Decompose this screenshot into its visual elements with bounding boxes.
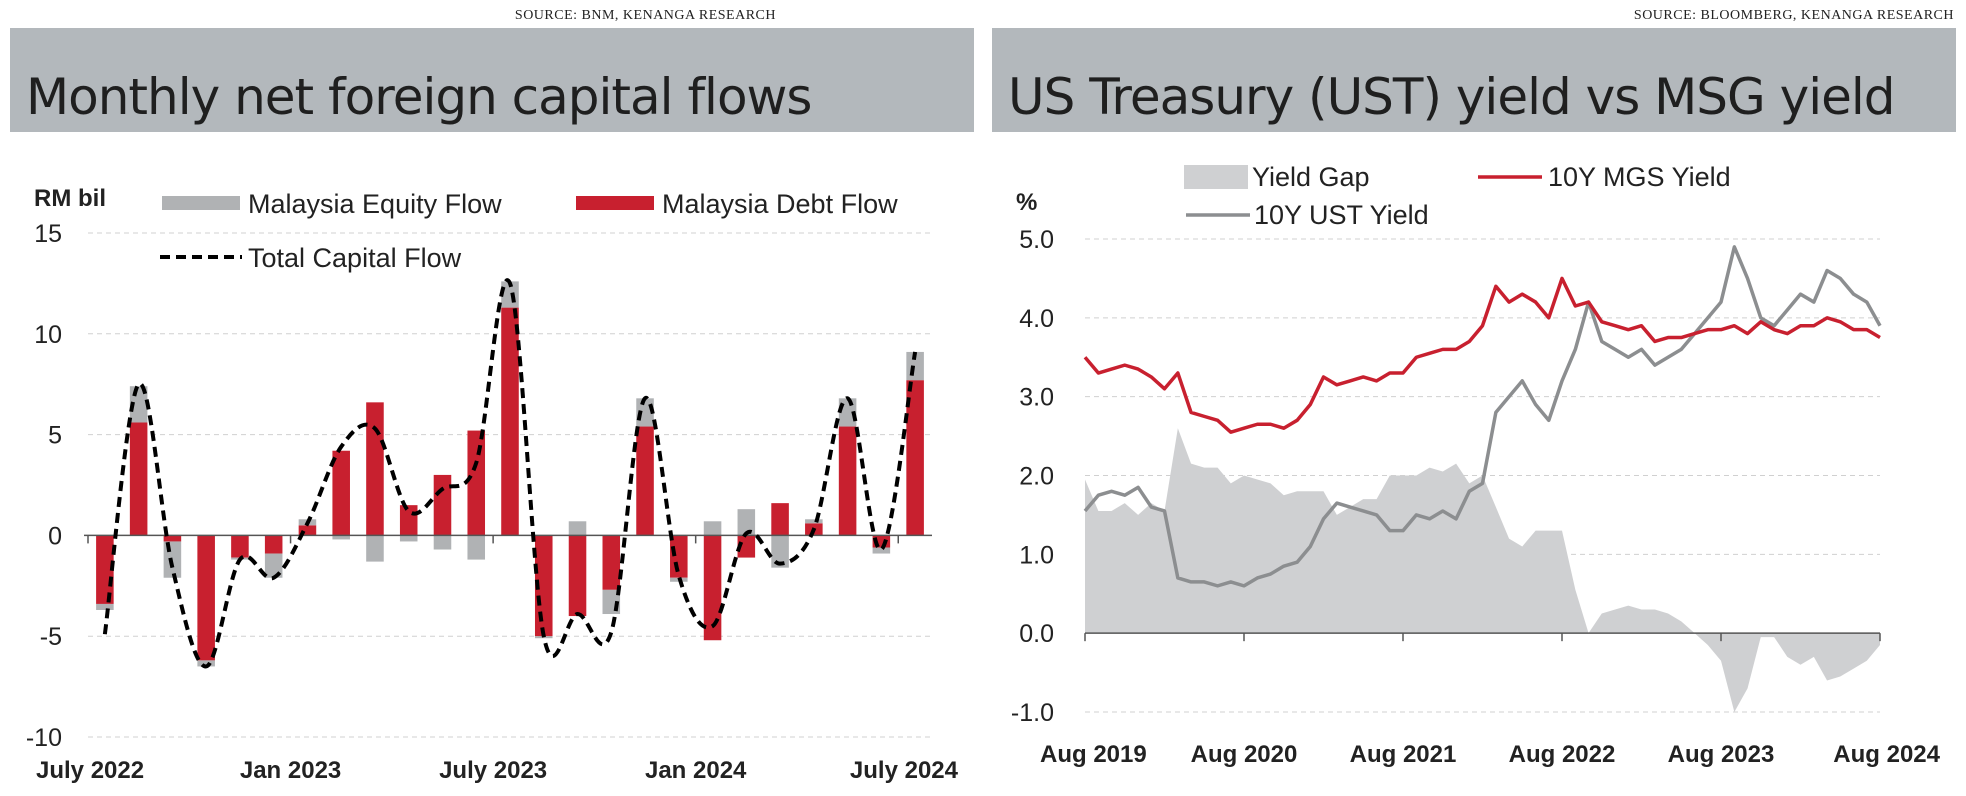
legend-gap-swatch bbox=[1184, 165, 1248, 189]
equity-flow-bar bbox=[805, 519, 823, 524]
debt-flow-bar bbox=[197, 535, 215, 661]
debt-flow-bar bbox=[163, 535, 182, 542]
debt-flow-bar bbox=[737, 535, 756, 558]
debt-flow-bar bbox=[636, 426, 654, 536]
y-tick-label: 15 bbox=[34, 220, 62, 248]
debt-flow-bar bbox=[670, 535, 688, 578]
debt-flow-bar bbox=[298, 525, 317, 536]
debt-flow-bar bbox=[129, 422, 148, 536]
equity-flow-bar bbox=[399, 535, 418, 542]
equity-flow-bar bbox=[872, 547, 891, 554]
y-axis-unit-label: RM bil bbox=[34, 185, 106, 212]
legend-debt-label: Malaysia Debt Flow bbox=[662, 189, 898, 219]
debt-flow-bar bbox=[467, 430, 486, 536]
debt-flow-bar bbox=[96, 535, 114, 604]
debt-flow-bar bbox=[264, 535, 283, 554]
x-tick-label: Jan 2023 bbox=[240, 757, 341, 784]
y-tick-label: -1.0 bbox=[1011, 699, 1054, 727]
y-tick-label: 5.0 bbox=[1019, 226, 1054, 254]
debt-flow-bar bbox=[231, 535, 249, 558]
debt-flow-bar bbox=[501, 307, 519, 536]
equity-flow-bar bbox=[366, 535, 384, 562]
equity-flow-bar bbox=[771, 535, 789, 568]
right-chart-title: US Treasury (UST) yield vs MSG yield bbox=[1008, 68, 1896, 126]
y-tick-label: -5 bbox=[40, 623, 62, 651]
y-tick-label: -10 bbox=[26, 724, 62, 752]
legend-ust-label: 10Y UST Yield bbox=[1254, 200, 1429, 230]
y-tick-label: 4.0 bbox=[1019, 305, 1054, 333]
x-tick-label: Aug 2023 bbox=[1668, 741, 1775, 768]
x-tick-label: Jan 2024 bbox=[645, 757, 747, 784]
y-tick-label: 3.0 bbox=[1019, 384, 1054, 412]
x-tick-label: Aug 2020 bbox=[1191, 741, 1298, 768]
x-tick-label: Aug 2019 bbox=[1040, 741, 1147, 768]
debt-flow-bar bbox=[771, 503, 789, 536]
y-tick-label: 0.0 bbox=[1019, 620, 1054, 648]
mgs-yield-line bbox=[1083, 276, 1881, 434]
yield-gap-area bbox=[1085, 428, 1880, 712]
legend-equity-swatch bbox=[162, 196, 240, 210]
equity-flow-bar bbox=[568, 521, 587, 536]
ust-yield-line bbox=[1083, 245, 1882, 588]
equity-flow-bar bbox=[96, 603, 114, 610]
debt-flow-bar bbox=[602, 535, 621, 590]
y-tick-label: 5 bbox=[48, 422, 62, 450]
x-tick-label: Aug 2021 bbox=[1350, 741, 1457, 768]
total-capital-flow-line bbox=[102, 278, 918, 669]
x-tick-label: July 2023 bbox=[439, 757, 547, 784]
debt-flow-bar bbox=[838, 426, 857, 536]
legend-mgs-label: 10Y MGS Yield bbox=[1548, 162, 1731, 192]
equity-flow-bar bbox=[197, 660, 215, 667]
legend-gap-label: Yield Gap bbox=[1252, 162, 1370, 192]
equity-flow-bar bbox=[703, 521, 722, 536]
y-tick-label: 1.0 bbox=[1019, 541, 1054, 569]
y-tick-label: 10 bbox=[34, 321, 62, 349]
legend-total-label: Total Capital Flow bbox=[248, 243, 462, 273]
x-tick-label: July 2022 bbox=[36, 757, 144, 784]
y-tick-label: 0 bbox=[48, 522, 62, 550]
x-tick-label: July 2024 bbox=[850, 757, 959, 784]
legend-debt-swatch bbox=[576, 196, 654, 210]
equity-flow-bar bbox=[332, 535, 350, 540]
equity-flow-bar bbox=[433, 535, 452, 550]
equity-flow-bar bbox=[467, 535, 486, 560]
debt-flow-bar bbox=[568, 535, 587, 617]
equity-flow-bar bbox=[737, 509, 756, 536]
debt-flow-bar bbox=[433, 474, 452, 536]
y-tick-label: 2.0 bbox=[1019, 463, 1054, 491]
left-source-note: SOURCE: BNM, KENANGA RESEARCH bbox=[514, 8, 776, 23]
x-tick-label: Aug 2022 bbox=[1509, 741, 1616, 768]
debt-flow-bar bbox=[332, 450, 350, 536]
debt-flow-bar bbox=[534, 535, 553, 637]
y-axis-unit-label: % bbox=[1016, 189, 1037, 216]
left-chart-title: Monthly net foreign capital flows bbox=[26, 68, 812, 126]
x-tick-label: Aug 2024 bbox=[1833, 741, 1940, 768]
right-source-note: SOURCE: BLOOMBERG, KENANGA RESEARCH bbox=[1633, 8, 1954, 23]
legend-equity-label: Malaysia Equity Flow bbox=[248, 189, 502, 219]
debt-flow-bar bbox=[906, 380, 924, 536]
debt-flow-bar bbox=[703, 535, 722, 641]
debt-flow-bar bbox=[366, 402, 384, 536]
left-title-bar: Monthly net foreign capital flows bbox=[10, 28, 974, 132]
right-title-bar: US Treasury (UST) yield vs MSG yield bbox=[992, 28, 1956, 132]
